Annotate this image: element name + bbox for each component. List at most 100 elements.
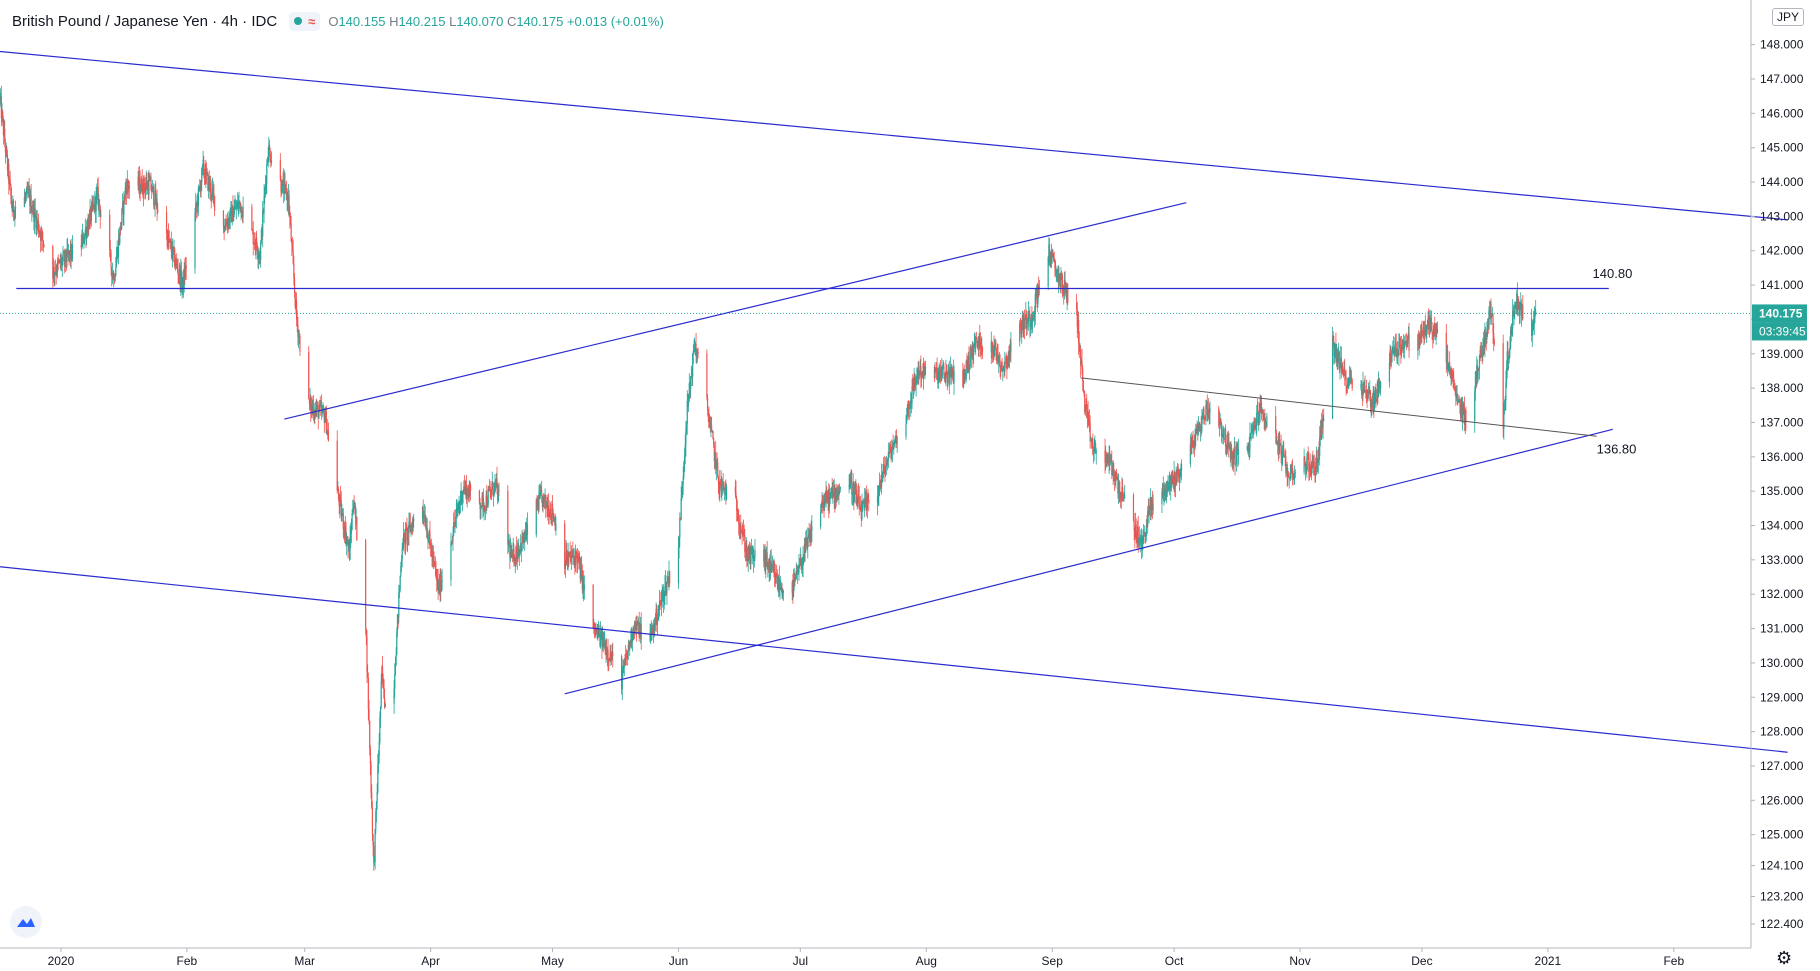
candle-body <box>1294 472 1296 474</box>
candle-body <box>153 187 155 205</box>
candle-body <box>62 253 64 261</box>
candle-body <box>1020 326 1022 334</box>
candle-body <box>626 657 628 659</box>
candle-body <box>1361 394 1363 397</box>
candle-body <box>1482 345 1484 356</box>
candle-body <box>1449 369 1451 378</box>
candle-body <box>1174 482 1177 487</box>
candle-body <box>1407 336 1409 344</box>
candle-body <box>241 206 243 218</box>
candle-body <box>465 484 468 500</box>
candle-body <box>1256 409 1258 413</box>
candle-body <box>1248 443 1250 451</box>
candle-body <box>639 633 641 638</box>
candle-body <box>1502 343 1504 429</box>
candle-body <box>242 206 244 218</box>
candle-body <box>973 345 975 356</box>
candle-body <box>1319 429 1321 437</box>
candle-body <box>860 511 862 519</box>
candle-body <box>1056 269 1058 271</box>
candle-body <box>994 342 996 348</box>
candle-body <box>1144 534 1146 536</box>
candle-body <box>1403 346 1405 350</box>
candle-body <box>8 179 11 185</box>
candle-body <box>1169 475 1171 489</box>
candle-body <box>436 573 438 581</box>
candle-body <box>201 168 203 183</box>
candle-body <box>355 517 357 519</box>
candle-body <box>635 621 637 625</box>
candle-body <box>688 395 690 404</box>
candle-body <box>400 566 402 576</box>
candle-body <box>1250 433 1252 435</box>
candle-body <box>354 505 357 519</box>
candle-body <box>792 579 795 597</box>
candle-body <box>1402 341 1404 346</box>
candle-body <box>439 575 441 594</box>
candle-body <box>1246 446 1248 450</box>
candle-body <box>1531 328 1533 336</box>
candle-body <box>859 507 861 510</box>
currency-badge[interactable]: JPY <box>1772 8 1805 26</box>
candle-body <box>1177 466 1179 471</box>
candle-body <box>288 195 290 213</box>
candle-body <box>119 226 121 243</box>
candle-body <box>793 577 795 580</box>
candle-body <box>718 482 720 493</box>
candle-body <box>460 490 462 502</box>
candle-body <box>541 496 543 508</box>
candle-body <box>1280 443 1282 456</box>
candle-body <box>1390 349 1392 362</box>
candle-body <box>327 430 329 432</box>
candle-body <box>259 254 261 260</box>
candle-body <box>1005 362 1007 364</box>
candle-body <box>69 250 71 255</box>
chart-legend-header: British Pound / Japanese Yen · 4h · IDC … <box>12 10 664 32</box>
symbol-title[interactable]: British Pound / Japanese Yen · 4h · IDC <box>12 12 278 30</box>
candle-body <box>1003 365 1005 372</box>
candle-body <box>122 202 124 215</box>
candle-body <box>511 551 514 556</box>
candle-body <box>398 593 400 618</box>
candle-body <box>119 226 122 231</box>
candle-body <box>63 253 65 263</box>
candle-body <box>1067 288 1069 303</box>
candle-body <box>1279 439 1281 444</box>
candle-body <box>149 179 151 181</box>
candle-body <box>908 401 910 408</box>
candle-body <box>1396 353 1398 358</box>
tradingview-logo-icon[interactable] <box>10 906 42 938</box>
status-indicators[interactable]: ≈ <box>289 11 321 31</box>
candle-body <box>981 347 984 353</box>
candle-body <box>233 209 235 216</box>
candle-body <box>878 482 881 491</box>
candle-body <box>1483 339 1485 349</box>
time-axis[interactable]: 2020 Feb Mar Apr May Jun Jul Aug Sep Oct Nov Dec 202… <box>48 948 1685 968</box>
candle-body <box>1051 252 1053 254</box>
price-axis[interactable]: 148.000147.000146.000145.000144.000143.0… <box>1751 38 1804 931</box>
candle-body <box>170 239 172 243</box>
candle-body <box>969 347 971 367</box>
candle-body <box>370 764 372 793</box>
candle-body <box>833 488 835 497</box>
candle-body <box>582 576 584 590</box>
candle-body <box>938 370 940 372</box>
candle-body <box>1493 341 1495 344</box>
candle-body <box>184 265 187 278</box>
candle-body <box>1401 347 1403 354</box>
candle-body <box>405 528 407 530</box>
candle-body <box>4 129 6 143</box>
candle-body <box>440 575 442 592</box>
candle-body <box>979 340 982 349</box>
candle-body <box>1161 491 1163 505</box>
candle-body <box>1474 391 1476 422</box>
candle-body <box>1221 435 1223 436</box>
candle-body <box>401 548 403 560</box>
candle-body <box>1338 351 1340 369</box>
candle-body <box>1346 386 1348 388</box>
candle-body <box>1110 457 1112 462</box>
candle-body <box>1030 317 1032 323</box>
gear-icon[interactable]: ⚙ <box>1776 948 1793 968</box>
candle-body <box>1487 326 1489 329</box>
